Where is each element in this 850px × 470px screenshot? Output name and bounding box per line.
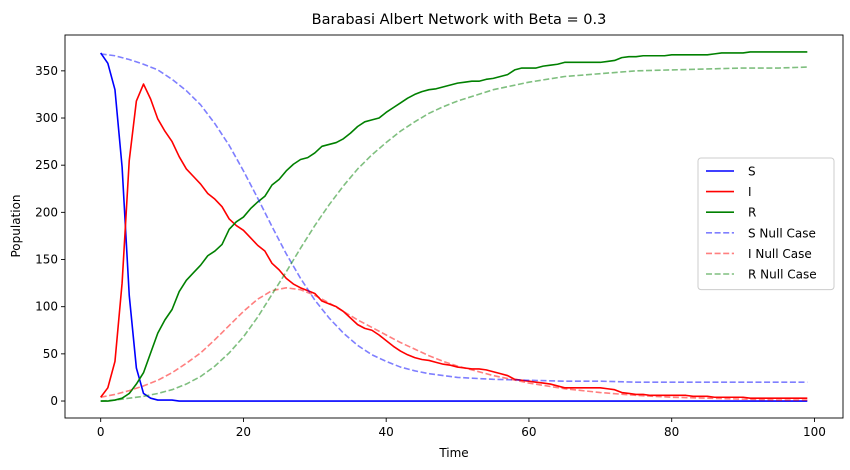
x-axis-label: Time [438, 446, 468, 460]
series-line-i [100, 83, 808, 399]
y-tick-label: 350 [35, 64, 58, 78]
x-tick-label: 60 [521, 425, 536, 439]
legend-label-s: S [748, 165, 756, 179]
series-line-s [100, 52, 808, 402]
x-axis: 0 20 40 60 80 100 [97, 418, 826, 439]
legend-label-i-null-case: I Null Case [748, 247, 812, 261]
series-line-s-null-case [100, 53, 808, 383]
series-line-r-null-case [100, 66, 808, 402]
series-line-i-null-case [100, 287, 808, 401]
y-tick-label: 0 [50, 394, 58, 408]
y-axis: 0 50 100 150 200 250 300 350 [35, 64, 65, 408]
y-tick-label: 100 [35, 300, 58, 314]
y-tick-label: 150 [35, 253, 58, 267]
x-tick-label: 20 [236, 425, 251, 439]
y-tick-label: 250 [35, 158, 58, 172]
x-tick-label: 100 [803, 425, 826, 439]
legend: SIR S Null Case I Null Case R Null Case [697, 157, 835, 291]
y-tick-label: 200 [35, 205, 58, 219]
legend-label-s-null-case: S Null Case [748, 226, 816, 240]
series-line-r [100, 51, 808, 402]
x-tick-label: 0 [97, 425, 105, 439]
y-tick-label: 300 [35, 111, 58, 125]
chart-title: Barabasi Albert Network with Beta = 0.3 [312, 12, 607, 28]
series-layer [100, 51, 808, 402]
legend-label-i: I [748, 185, 752, 199]
y-axis-label: Population [9, 194, 23, 257]
legend-label-r-null-case: R Null Case [748, 268, 817, 282]
y-tick-label: 50 [43, 347, 58, 361]
legend-label-r: R [748, 206, 756, 220]
x-tick-label: 80 [664, 425, 679, 439]
plot-frame [64, 34, 844, 419]
x-tick-label: 40 [379, 425, 394, 439]
